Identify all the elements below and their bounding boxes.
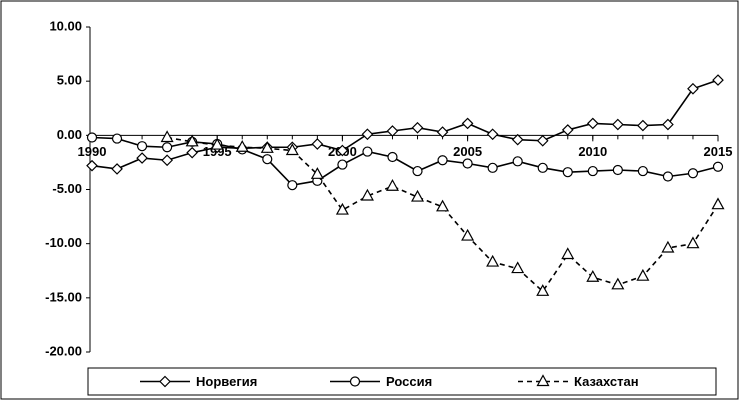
marker (687, 168, 699, 179)
marker (687, 82, 699, 95)
marker (235, 140, 249, 152)
marker (586, 270, 600, 282)
marker (386, 125, 399, 137)
marker (686, 236, 700, 249)
legend-label: Россия (386, 374, 432, 389)
series-line (91, 79, 719, 170)
marker (637, 165, 648, 177)
marker (411, 121, 424, 134)
marker (412, 165, 423, 177)
marker (562, 167, 573, 178)
marker (712, 74, 724, 86)
marker (335, 202, 349, 215)
marker (511, 133, 524, 146)
marker (536, 284, 550, 296)
marker (512, 156, 523, 167)
marker (160, 130, 174, 143)
marker (561, 124, 574, 136)
marker (487, 162, 498, 173)
marker (637, 119, 649, 132)
marker (385, 179, 399, 191)
y-tick-label: 5.00 (57, 73, 82, 88)
marker (161, 154, 173, 167)
marker (437, 155, 448, 166)
marker (362, 146, 373, 157)
marker (486, 128, 499, 141)
marker (185, 134, 199, 147)
marker (636, 268, 650, 281)
marker (136, 152, 148, 164)
marker (436, 199, 450, 212)
marker (661, 240, 675, 253)
marker (262, 154, 273, 165)
series-line (91, 136, 719, 187)
marker (337, 159, 348, 170)
marker (411, 189, 425, 202)
x-tick-label: 2010 (578, 144, 607, 159)
legend-label: Казахстан (574, 374, 639, 389)
y-tick-label: -10.00 (45, 235, 82, 250)
marker (586, 117, 599, 130)
y-tick-label: 0.00 (57, 127, 82, 142)
legend-box (87, 367, 717, 396)
legend-label: Норвегия (196, 374, 257, 389)
marker (536, 134, 549, 147)
x-tick-label: 2015 (704, 144, 733, 159)
marker (186, 146, 199, 159)
marker (162, 142, 173, 153)
marker (587, 165, 598, 177)
marker (462, 158, 473, 169)
marker (287, 180, 298, 191)
y-tick-label: -20.00 (45, 343, 82, 358)
y-tick-label: -15.00 (45, 289, 82, 304)
marker (310, 167, 324, 179)
marker (360, 188, 374, 201)
marker (111, 133, 123, 144)
marker (536, 374, 550, 387)
marker (436, 126, 449, 138)
x-tick-label: 1990 (78, 144, 107, 159)
marker (210, 137, 224, 150)
y-tick-label: -5.00 (52, 181, 82, 196)
marker (611, 277, 625, 290)
marker (662, 118, 674, 131)
x-tick-label: 2005 (453, 144, 482, 159)
marker (611, 118, 624, 131)
marker (136, 141, 148, 152)
marker (336, 144, 349, 157)
marker (511, 261, 525, 274)
marker (662, 171, 674, 182)
marker (260, 141, 274, 153)
marker (537, 162, 548, 173)
marker (712, 161, 724, 172)
marker (349, 376, 361, 387)
marker (486, 254, 500, 267)
marker (461, 117, 474, 130)
marker (285, 143, 299, 156)
series-line (166, 136, 719, 293)
marker (86, 132, 98, 143)
marker (461, 228, 475, 241)
marker (86, 159, 98, 172)
marker (561, 247, 575, 260)
marker (159, 375, 171, 388)
marker (711, 197, 725, 210)
marker (612, 164, 623, 176)
marker (111, 163, 123, 175)
y-tick-label: 10.00 (49, 18, 82, 33)
marker (361, 128, 374, 141)
marker (387, 151, 398, 163)
marker (311, 138, 324, 150)
